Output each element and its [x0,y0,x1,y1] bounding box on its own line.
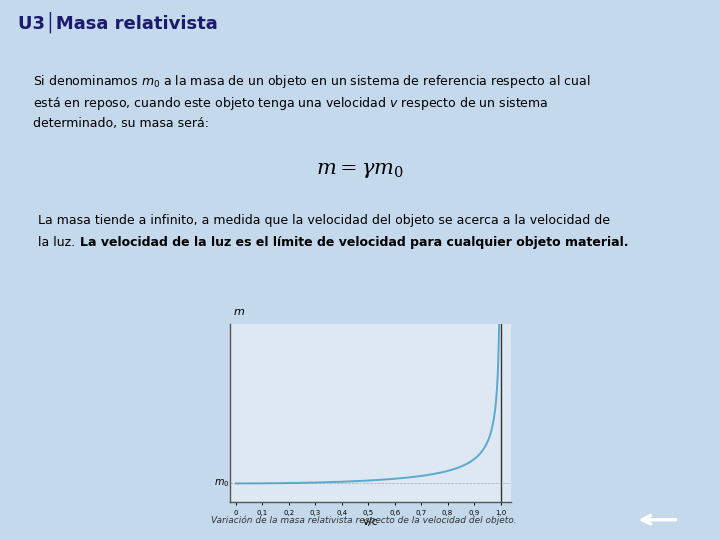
Text: $m_0$: $m_0$ [214,477,229,489]
Text: Variación de la masa relativista respecto de la velocidad del objeto.: Variación de la masa relativista respect… [211,516,516,525]
Text: Si denominamos $m_0$ a la masa de un objeto en un sistema de referencia respecto: Si denominamos $m_0$ a la masa de un obj… [33,73,590,90]
Text: La masa tiende a infinito, a medida que la velocidad del objeto se acerca a la v: La masa tiende a infinito, a medida que … [38,214,610,227]
X-axis label: v/c: v/c [363,517,379,527]
Text: $m = \gamma m_0$: $m = \gamma m_0$ [316,160,404,180]
Text: U3│Masa relativista: U3│Masa relativista [18,11,217,33]
Text: $m$: $m$ [233,307,246,317]
Text: La velocidad de la luz es el límite de velocidad para cualquier objeto material.: La velocidad de la luz es el límite de v… [80,236,629,249]
Text: determinado, su masa será:: determinado, su masa será: [33,117,209,130]
Text: la luz.: la luz. [38,236,79,249]
Text: está en reposo, cuando este objeto tenga una velocidad $v$ respecto de un sistem: está en reposo, cuando este objeto tenga… [33,95,549,112]
